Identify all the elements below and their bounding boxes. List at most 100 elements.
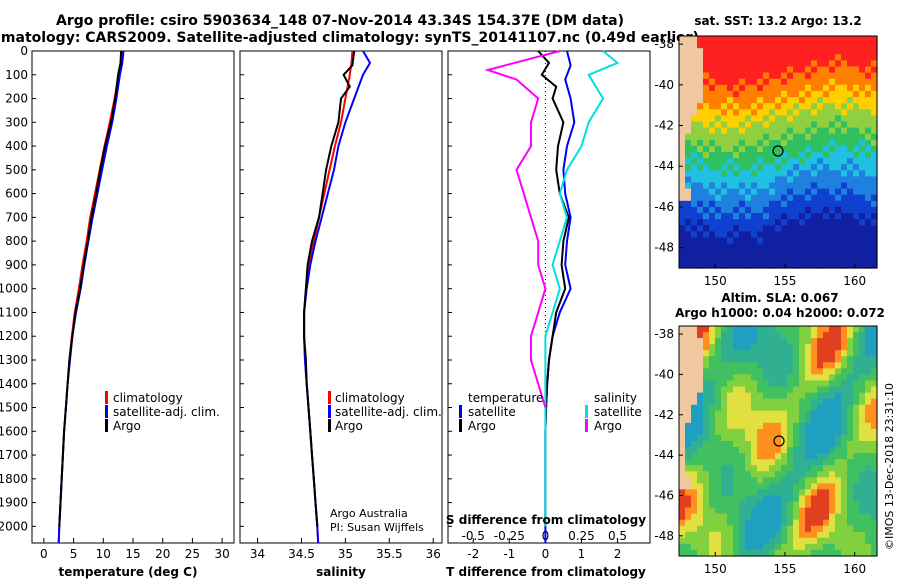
map-cell (739, 194, 746, 202)
map-cell (721, 350, 728, 357)
map-cell (865, 386, 872, 394)
map-cell (859, 459, 866, 466)
map-cell (691, 356, 698, 363)
legend-s-argo-swatch (585, 419, 588, 432)
map-cell (781, 441, 788, 448)
map-cell (727, 182, 734, 190)
map-cell (757, 380, 764, 388)
map-cell (835, 453, 842, 460)
x-tick-label: 34 (250, 547, 265, 561)
map-cell (751, 127, 758, 135)
x-tick-label: 34.5 (288, 547, 315, 561)
map-cell (787, 501, 794, 509)
map-cell (775, 231, 782, 239)
map-cell (769, 441, 776, 448)
map-cell (835, 182, 842, 190)
map-cell (727, 507, 734, 515)
map-cell (811, 109, 818, 116)
map-cell (811, 368, 818, 376)
map-cell (757, 447, 764, 454)
map-cell (817, 350, 824, 357)
legend-climatology-swatch (105, 391, 108, 404)
map-cell (817, 537, 824, 545)
map-cell (739, 332, 746, 339)
map-cell (685, 164, 692, 171)
map-cell (871, 398, 878, 406)
map-cell (763, 145, 770, 153)
map-cell (811, 549, 818, 557)
map-cell (829, 139, 836, 147)
map-cell (715, 338, 722, 345)
map-cell (721, 392, 728, 400)
map-cell (703, 525, 710, 533)
map-cell (763, 434, 770, 442)
map-cell (853, 115, 860, 123)
map-cell (763, 48, 770, 55)
map-cell (829, 237, 836, 245)
map-cell (853, 72, 860, 80)
map-cell (841, 121, 848, 129)
legend-argo-swatch (105, 419, 108, 432)
map-cell (799, 176, 806, 184)
map-cell (763, 42, 770, 49)
map-cell (835, 219, 842, 226)
map-cell (715, 428, 722, 436)
map-cell (817, 404, 824, 412)
map-cell (781, 176, 788, 184)
map-cell (763, 549, 770, 557)
map-cell (775, 164, 782, 171)
map-cell (751, 36, 758, 43)
map-cell (691, 60, 698, 68)
map-cell (871, 416, 878, 424)
map-cell (799, 410, 806, 418)
map-cell (865, 513, 872, 521)
map-cell (703, 170, 710, 177)
map-cell (679, 97, 686, 104)
map-cell (691, 338, 698, 345)
map-cell (739, 519, 746, 527)
map-cell (769, 507, 776, 515)
map-cell (745, 434, 752, 442)
map-cell (697, 422, 704, 430)
map-cell (787, 115, 794, 123)
map-cell (787, 145, 794, 153)
map-cell (733, 368, 740, 376)
map-cell (811, 392, 818, 400)
map-cell (751, 225, 758, 232)
map-cell (691, 398, 698, 406)
map-cell (859, 170, 866, 177)
map-cell (733, 84, 740, 92)
map-cell (793, 513, 800, 521)
map-cell (805, 42, 812, 49)
depth-tick-label: 1000 (0, 282, 28, 296)
map-cell (727, 483, 734, 491)
map-cell (769, 133, 776, 141)
map-cell (835, 158, 842, 165)
map-cell (871, 121, 878, 129)
map-cell (727, 60, 734, 68)
map-cell (805, 428, 812, 436)
map-cell (697, 398, 704, 406)
map-cell (859, 145, 866, 153)
map-cell (727, 416, 734, 424)
map-cell (853, 489, 860, 497)
map-cell (787, 537, 794, 545)
map-cell (835, 194, 842, 202)
series-line-argo (303, 50, 356, 527)
map-cell (871, 326, 878, 333)
map-cell (811, 374, 818, 382)
map-cell (847, 471, 854, 478)
map-cell (841, 368, 848, 376)
map-cell (745, 237, 752, 245)
map-cell (817, 380, 824, 388)
map-cell (787, 447, 794, 454)
map-cell (823, 213, 830, 220)
map-cell (811, 66, 818, 74)
map-cell (859, 200, 866, 208)
map-cell (697, 194, 704, 202)
map-cell (703, 78, 710, 86)
map-cell (829, 344, 836, 351)
map-cell (799, 213, 806, 220)
map-cell (853, 398, 860, 406)
map-cell (829, 103, 836, 110)
